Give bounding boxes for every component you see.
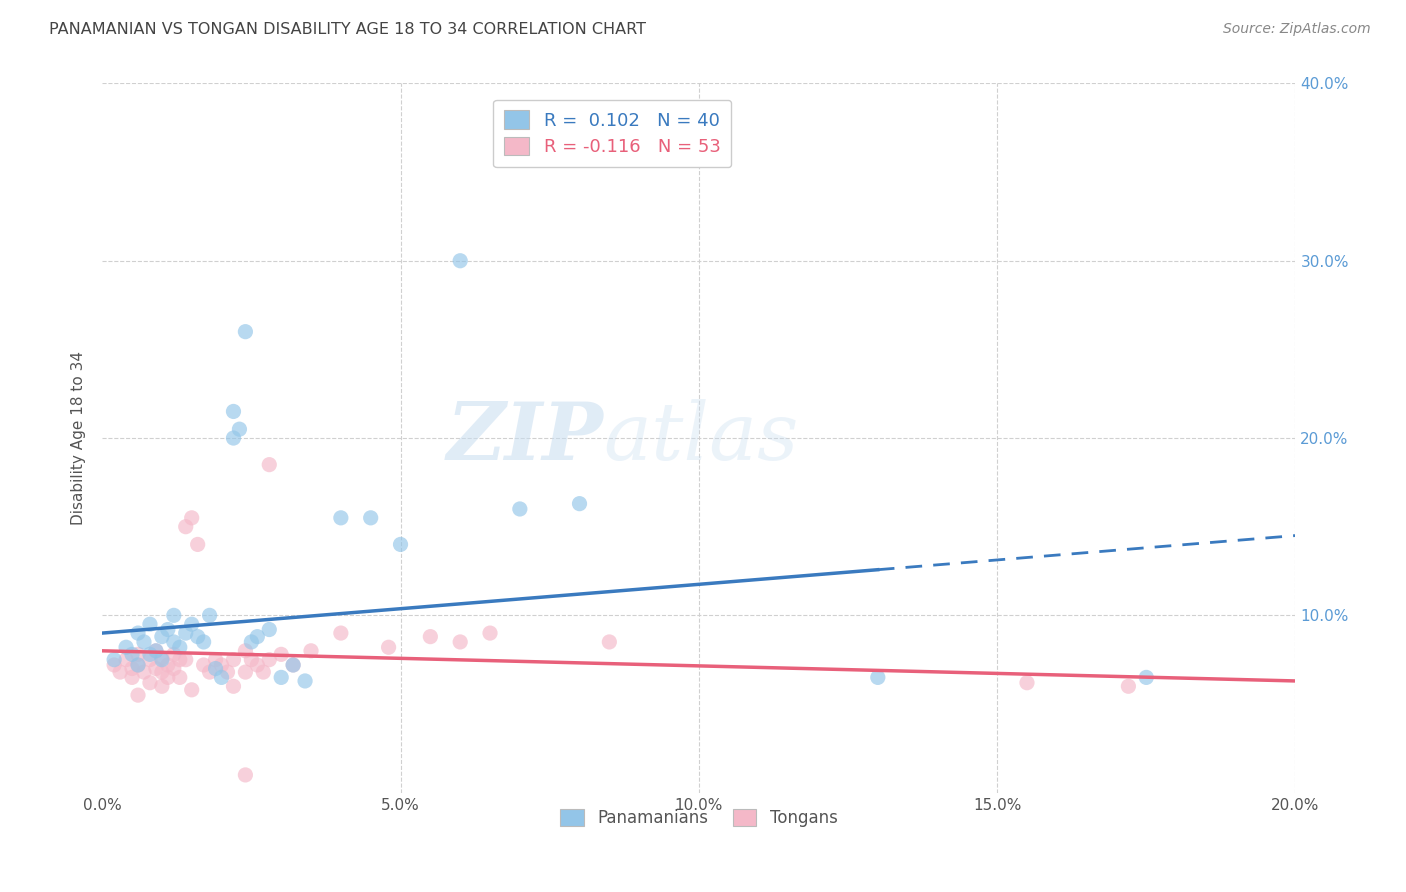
Text: ZIP: ZIP <box>447 400 603 477</box>
Point <box>115 653 138 667</box>
Point <box>222 431 245 445</box>
Point <box>299 644 322 658</box>
Point <box>187 537 209 551</box>
Point <box>169 653 191 667</box>
Point <box>1118 679 1140 693</box>
Point <box>360 511 382 525</box>
Point <box>150 679 173 693</box>
Point <box>240 653 263 667</box>
Point <box>115 640 138 655</box>
Point <box>259 653 281 667</box>
Point <box>127 626 149 640</box>
Point <box>389 537 412 551</box>
Point <box>145 644 167 658</box>
Point <box>240 635 263 649</box>
Point <box>270 670 292 684</box>
Point <box>193 635 215 649</box>
Point <box>598 635 620 649</box>
Point <box>259 458 281 472</box>
Point <box>198 608 221 623</box>
Point <box>180 682 202 697</box>
Point <box>150 653 173 667</box>
Point <box>866 670 889 684</box>
Point <box>139 648 162 662</box>
Point <box>121 648 143 662</box>
Text: PANAMANIAN VS TONGAN DISABILITY AGE 18 TO 34 CORRELATION CHART: PANAMANIAN VS TONGAN DISABILITY AGE 18 T… <box>49 22 647 37</box>
Point <box>419 630 441 644</box>
Point <box>235 325 257 339</box>
Point <box>121 661 143 675</box>
Point <box>235 665 257 679</box>
Point <box>235 768 257 782</box>
Point <box>127 648 149 662</box>
Text: atlas: atlas <box>603 400 799 477</box>
Point <box>127 658 149 673</box>
Point <box>222 653 245 667</box>
Text: Source: ZipAtlas.com: Source: ZipAtlas.com <box>1223 22 1371 37</box>
Point <box>156 658 179 673</box>
Point <box>204 661 226 675</box>
Y-axis label: Disability Age 18 to 34: Disability Age 18 to 34 <box>72 351 86 525</box>
Point <box>187 630 209 644</box>
Point <box>145 661 167 675</box>
Point <box>377 640 399 655</box>
Legend: Panamanians, Tongans: Panamanians, Tongans <box>554 803 844 834</box>
Point <box>132 635 155 649</box>
Point <box>103 658 125 673</box>
Point <box>246 630 269 644</box>
Point <box>156 623 179 637</box>
Point <box>509 502 531 516</box>
Point <box>163 661 186 675</box>
Point <box>150 651 173 665</box>
Point <box>156 670 179 684</box>
Point <box>163 648 186 662</box>
Point <box>228 422 250 436</box>
Point <box>294 673 316 688</box>
Point <box>145 644 167 658</box>
Point <box>449 635 471 649</box>
Point <box>139 617 162 632</box>
Point <box>127 658 149 673</box>
Point <box>180 511 202 525</box>
Point <box>329 511 352 525</box>
Point <box>246 658 269 673</box>
Point <box>211 658 233 673</box>
Point <box>127 688 149 702</box>
Point <box>568 497 591 511</box>
Point <box>180 617 202 632</box>
Point <box>174 626 197 640</box>
Point <box>193 658 215 673</box>
Point <box>281 658 304 673</box>
Point <box>132 665 155 679</box>
Point <box>163 608 186 623</box>
Point <box>150 630 173 644</box>
Point <box>252 665 274 679</box>
Point <box>222 404 245 418</box>
Point <box>235 644 257 658</box>
Point <box>449 253 471 268</box>
Point <box>139 653 162 667</box>
Point <box>217 665 239 679</box>
Point <box>121 670 143 684</box>
Point <box>103 653 125 667</box>
Point <box>1015 675 1038 690</box>
Point <box>139 675 162 690</box>
Point <box>198 665 221 679</box>
Point <box>150 665 173 679</box>
Point <box>270 648 292 662</box>
Point <box>174 519 197 533</box>
Point <box>169 670 191 684</box>
Point <box>259 623 281 637</box>
Point <box>222 679 245 693</box>
Point <box>204 653 226 667</box>
Point <box>174 653 197 667</box>
Point <box>281 658 304 673</box>
Point <box>163 635 186 649</box>
Point <box>1135 670 1157 684</box>
Point <box>479 626 502 640</box>
Point <box>329 626 352 640</box>
Point <box>108 665 131 679</box>
Point <box>211 670 233 684</box>
Point <box>169 640 191 655</box>
